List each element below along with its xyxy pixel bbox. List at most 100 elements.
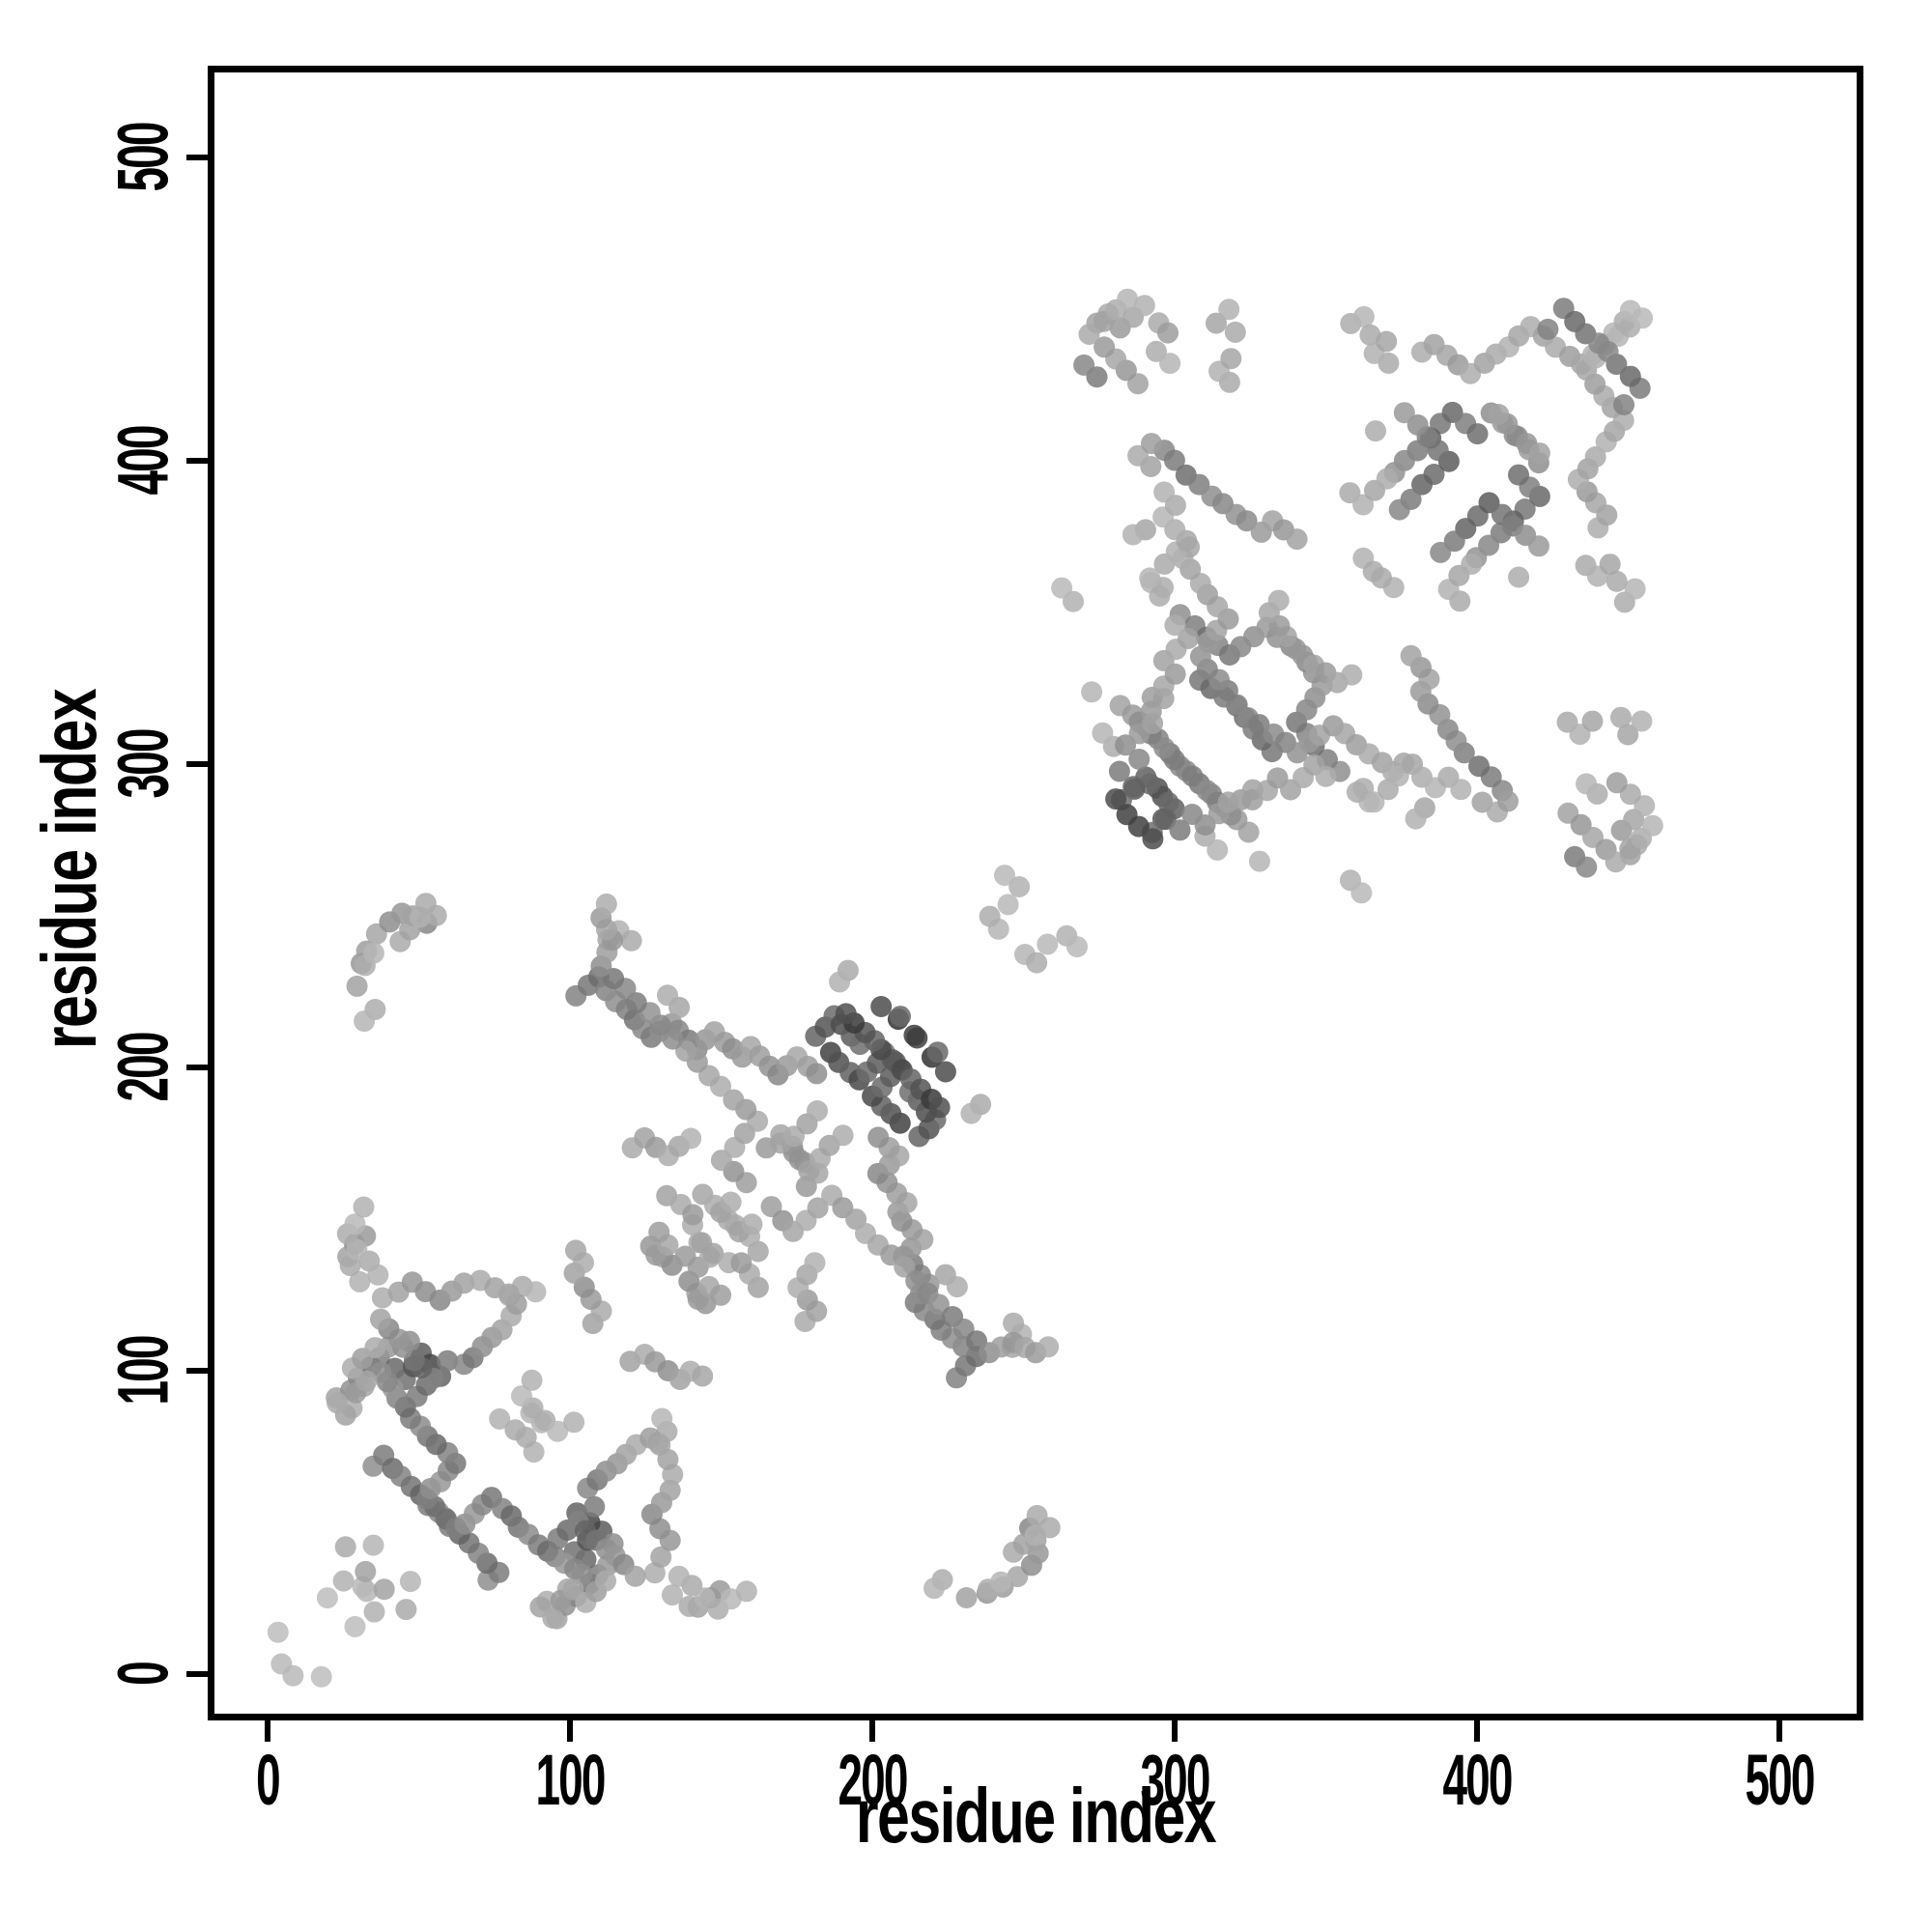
- data-point: [1468, 755, 1490, 778]
- data-point: [1139, 567, 1161, 589]
- x-axis-title: residue index: [855, 1773, 1217, 1859]
- data-point: [1142, 828, 1164, 850]
- data-point: [1037, 933, 1059, 955]
- data-point: [1576, 773, 1598, 795]
- data-point: [1450, 779, 1472, 801]
- data-point: [650, 1546, 672, 1568]
- data-point: [316, 1587, 338, 1609]
- data-point: [563, 1411, 585, 1434]
- data-point: [1267, 589, 1290, 611]
- data-point: [344, 1615, 366, 1637]
- data-point: [370, 1308, 391, 1330]
- data-point: [620, 929, 642, 952]
- data-point: [1376, 468, 1398, 490]
- data-point: [1105, 788, 1127, 810]
- data-point: [1003, 1312, 1025, 1334]
- data-point: [1181, 765, 1204, 787]
- data-point: [346, 975, 368, 997]
- data-point: [399, 1571, 421, 1593]
- data-point: [1387, 765, 1409, 787]
- data-point: [437, 1350, 459, 1372]
- y-tick-500: [186, 155, 208, 160]
- data-point: [730, 1252, 753, 1274]
- y-tick-label-100: 100: [102, 1336, 184, 1406]
- data-point: [651, 1407, 673, 1430]
- data-point: [662, 1584, 683, 1606]
- data-point: [353, 1196, 375, 1218]
- data-point: [363, 1601, 385, 1623]
- data-point: [804, 1252, 826, 1274]
- data-point: [1178, 628, 1199, 649]
- data-point: [1026, 952, 1048, 974]
- data-point: [867, 1126, 890, 1149]
- data-point: [1224, 321, 1246, 343]
- data-point: [1009, 876, 1031, 897]
- data-point: [515, 1426, 537, 1448]
- data-point: [1157, 322, 1179, 344]
- y-axis-title: residue index: [26, 689, 112, 1050]
- y-tick-0: [186, 1671, 208, 1677]
- data-point: [1634, 795, 1656, 817]
- data-point: [1350, 882, 1373, 904]
- data-point: [1038, 1517, 1061, 1539]
- data-point: [990, 1571, 1012, 1593]
- data-point: [1133, 295, 1155, 317]
- data-point: [1400, 644, 1422, 667]
- data-point: [310, 1665, 332, 1688]
- data-point: [1599, 554, 1621, 576]
- data-point: [334, 1536, 356, 1558]
- data-point: [1376, 330, 1398, 353]
- data-point: [1488, 404, 1510, 425]
- data-point: [355, 1560, 377, 1582]
- data-point: [1117, 288, 1139, 310]
- data-point: [339, 1255, 361, 1277]
- data-point: [1157, 791, 1179, 813]
- data-point: [1341, 664, 1363, 686]
- data-point: [521, 1369, 543, 1391]
- data-point: [1605, 570, 1628, 592]
- data-point: [1066, 936, 1088, 958]
- data-point: [741, 1213, 763, 1236]
- data-point: [832, 1124, 854, 1147]
- x-tick-500: [1776, 1720, 1782, 1742]
- data-point: [1405, 808, 1427, 830]
- data-point: [270, 1653, 293, 1675]
- data-point: [1092, 722, 1114, 744]
- data-point: [1073, 354, 1095, 376]
- data-point: [373, 1578, 395, 1601]
- data-point: [870, 996, 893, 1017]
- data-point: [1159, 353, 1181, 375]
- scatter-points-svg: [267, 288, 1663, 1688]
- data-point: [595, 1570, 616, 1592]
- data-point: [648, 1221, 670, 1243]
- data-point: [1624, 578, 1646, 600]
- data-point: [1497, 790, 1519, 812]
- data-point: [691, 1232, 713, 1254]
- data-point: [371, 1287, 393, 1309]
- data-point: [657, 984, 678, 1007]
- x-tick-300: [1172, 1720, 1178, 1742]
- data-point: [720, 1191, 742, 1213]
- data-point: [979, 905, 1001, 927]
- data-point: [1576, 856, 1598, 878]
- data-point: [934, 1061, 956, 1083]
- data-point: [1122, 524, 1144, 546]
- data-point: [1605, 851, 1627, 873]
- data-point: [1051, 577, 1073, 599]
- data-point: [682, 1204, 704, 1226]
- data-point: [624, 1565, 646, 1587]
- x-tick-label-500: 500: [1745, 1740, 1816, 1820]
- data-point: [1363, 791, 1385, 813]
- data-point: [1528, 535, 1549, 557]
- data-point: [1078, 324, 1100, 345]
- data-point: [723, 1089, 745, 1111]
- data-point: [1217, 791, 1239, 813]
- data-point: [1617, 724, 1639, 746]
- data-point: [346, 1238, 368, 1261]
- data-point: [1236, 510, 1258, 532]
- data-point: [835, 1003, 857, 1025]
- data-point: [946, 1276, 968, 1298]
- data-point: [1081, 681, 1103, 703]
- data-point: [1641, 814, 1663, 837]
